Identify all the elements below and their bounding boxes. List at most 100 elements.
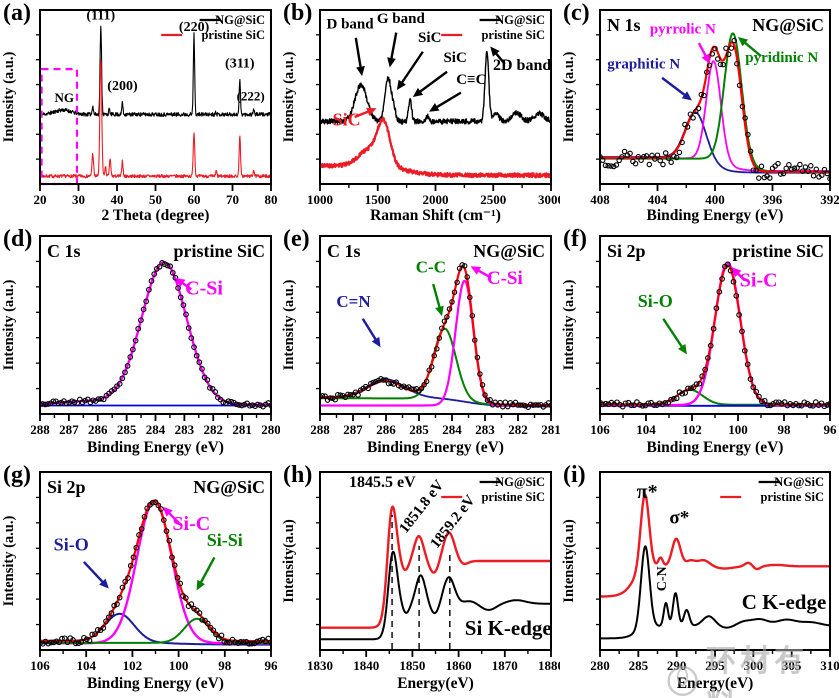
panel-h-label: (h) <box>283 462 313 488</box>
svg-text:98: 98 <box>218 658 232 673</box>
svg-text:1850: 1850 <box>399 658 425 673</box>
svg-text:106: 106 <box>590 422 610 437</box>
svg-text:106: 106 <box>30 658 50 673</box>
svg-text:60: 60 <box>188 192 201 207</box>
annotation: C-C <box>416 257 446 276</box>
panel-title-left: N 1s <box>607 15 641 35</box>
annotation: (222) <box>237 88 265 103</box>
svg-text:98: 98 <box>778 422 792 437</box>
panel-title-left: Si 2p <box>607 241 646 261</box>
annotation: (200) <box>107 79 138 94</box>
series-c-si <box>40 261 271 406</box>
annotations: C-Si <box>175 278 223 300</box>
panel-h: (h) 1830 1840 1850 1860 1870 1880 Energy(eV) In… <box>280 462 560 698</box>
x-axis-label: Binding Energy (eV) <box>647 439 784 456</box>
dashed-vlines <box>391 514 451 649</box>
svg-text:100: 100 <box>169 658 189 673</box>
annotation: SiC <box>443 50 466 66</box>
panel-title-left: C 1s <box>327 241 361 261</box>
x-axis-label: Binding Energy (eV) <box>647 207 784 224</box>
svg-text:287: 287 <box>343 422 363 437</box>
panel-f-label: (f) <box>563 226 587 252</box>
x-axis-label: 2 Theta (degree) <box>102 207 210 224</box>
panel-b-label: (b) <box>283 0 313 26</box>
annotation: C=N <box>336 292 371 311</box>
x-axis-label: Energy(eV) <box>677 675 754 692</box>
svg-text:1500: 1500 <box>365 192 391 207</box>
svg-text:396: 396 <box>763 192 783 207</box>
scatter-points <box>600 37 830 182</box>
svg-text:pristine SiC: pristine SiC <box>201 28 265 42</box>
annotation: (111) <box>86 9 115 24</box>
panel-c-label: (c) <box>563 0 590 26</box>
svg-text:295: 295 <box>705 658 725 673</box>
svg-text:2500: 2500 <box>480 192 506 207</box>
svg-text:40: 40 <box>111 192 124 207</box>
svg-text:288: 288 <box>30 422 50 437</box>
svg-text:310: 310 <box>820 658 839 673</box>
annotation: Si-Si <box>207 530 243 550</box>
panel-d-label: (d) <box>3 226 33 252</box>
svg-text:282: 282 <box>204 422 224 437</box>
svg-text:96: 96 <box>265 658 279 673</box>
axes: 20 30 40 50 60 70 80 <box>34 9 278 207</box>
y-axis-label: Intensity (a.u.) <box>1 516 17 607</box>
x-axis-label: Binding Energy (eV) <box>87 439 224 456</box>
y-axis-label: Intensity (a.u.) <box>561 52 577 143</box>
panel-i-chart: 280 285 290 295 300 305 310 Energy(eV) Intensity… <box>561 471 839 692</box>
annotation: (220) <box>179 20 210 35</box>
panel-title-right: NG@SiC <box>473 241 545 261</box>
series-group <box>600 261 830 407</box>
panel-title-right: NG@SiC <box>752 15 824 35</box>
series-group <box>40 261 271 407</box>
svg-text:NG@SiC: NG@SiC <box>495 475 545 489</box>
svg-text:286: 286 <box>88 422 108 437</box>
svg-text:96: 96 <box>824 422 838 437</box>
svg-text:280: 280 <box>590 658 610 673</box>
scatter-points <box>40 499 271 647</box>
annotation: graphitic N <box>607 56 680 72</box>
annotation: σ* <box>669 508 689 529</box>
series-pyrrolic-n <box>600 60 830 172</box>
annotation: SiC <box>333 110 361 130</box>
series-group <box>600 493 830 640</box>
svg-text:1000: 1000 <box>307 192 333 207</box>
svg-text:287: 287 <box>59 422 79 437</box>
svg-text:80: 80 <box>265 192 278 207</box>
panel-d-chart: 288 287 286 285 284 283 282 281 280 Binding Energ… <box>1 235 280 456</box>
annotation: pyrrolic N <box>650 21 716 37</box>
svg-text:1830: 1830 <box>307 658 333 673</box>
svg-text:281: 281 <box>232 422 252 437</box>
svg-text:3000: 3000 <box>538 192 560 207</box>
svg-text:NG@SiC: NG@SiC <box>774 475 824 489</box>
panel-b: (b) 1000 1500 2000 2500 3000 Raman Shift (cm⁻… <box>280 0 560 226</box>
svg-text:284: 284 <box>442 422 462 437</box>
annotation: C-N <box>655 566 670 591</box>
panel-g-label: (g) <box>3 462 31 488</box>
panel-title-left: C 1s <box>47 241 81 261</box>
panel-c: (c) 408 404 400 396 392 Binding Energy (eV) In… <box>560 0 839 226</box>
annotations: pyrrolic N graphitic N pyridinic N <box>607 21 818 101</box>
y-axis-label: Intensity(a.u) <box>281 519 297 603</box>
series-pristine-sic <box>320 116 551 179</box>
panel-i-label: (i) <box>563 462 586 488</box>
annotation: SiC <box>418 30 441 46</box>
panel-f-chart: 106 104 102 100 98 96 Binding Energy (eV) Inten… <box>561 235 838 456</box>
highlight-box <box>40 68 79 186</box>
svg-text:pristine SiC: pristine SiC <box>760 490 824 504</box>
annotation: 2D band <box>493 57 551 74</box>
annotation: G band <box>377 11 426 27</box>
axes: 280 285 290 295 300 305 310 <box>590 471 839 673</box>
svg-text:102: 102 <box>682 422 702 437</box>
y-axis-label: Intensity (a.u.) <box>561 280 577 371</box>
axes: 1000 1500 2000 2500 3000 <box>307 9 560 207</box>
series-group <box>40 499 271 646</box>
annotation: NG <box>55 90 75 105</box>
axes: 106 104 102 100 98 96 <box>30 471 279 673</box>
y-axis-label: Intensity (a.u.) <box>281 52 297 143</box>
series-si-c <box>600 261 830 407</box>
svg-text:404: 404 <box>648 192 668 207</box>
svg-text:285: 285 <box>629 658 649 673</box>
